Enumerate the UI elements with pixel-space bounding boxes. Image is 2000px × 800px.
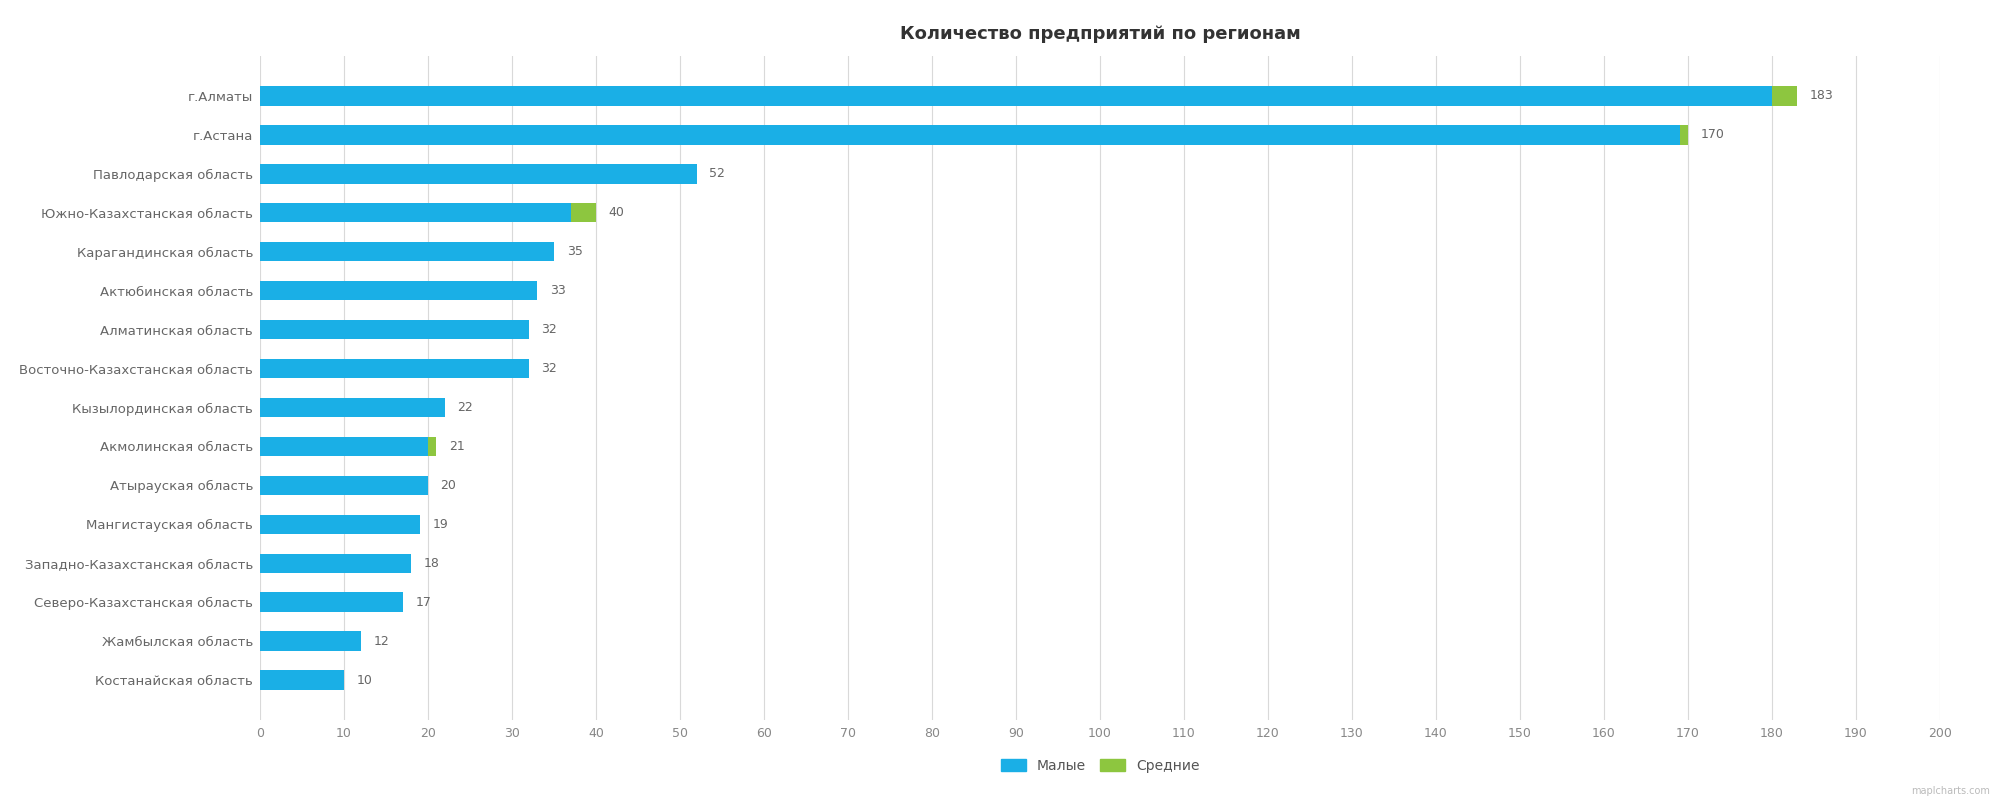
Title: Количество предприятий по регионам: Количество предприятий по регионам: [900, 26, 1300, 43]
Bar: [260, 164, 696, 183]
Bar: [260, 631, 360, 651]
Bar: [1680, 125, 1688, 145]
Bar: [260, 437, 428, 456]
Bar: [260, 554, 412, 573]
Text: 35: 35: [566, 245, 582, 258]
Text: 10: 10: [356, 674, 372, 686]
Text: 170: 170: [1700, 128, 1724, 142]
Bar: [260, 476, 428, 495]
Text: 12: 12: [374, 634, 390, 648]
Bar: [260, 320, 528, 339]
Bar: [260, 593, 402, 612]
Text: maplcharts.com: maplcharts.com: [1912, 786, 1990, 796]
Bar: [260, 670, 344, 690]
Text: 52: 52: [710, 167, 726, 180]
Bar: [260, 281, 538, 300]
Text: 19: 19: [432, 518, 448, 531]
Bar: [260, 125, 1680, 145]
Text: 22: 22: [458, 401, 474, 414]
Text: 20: 20: [440, 479, 456, 492]
Legend: Малые, Средние: Малые, Средние: [994, 751, 1206, 779]
Text: 40: 40: [608, 206, 624, 219]
Text: 32: 32: [542, 362, 558, 375]
Bar: [260, 86, 1772, 106]
Text: 21: 21: [448, 440, 464, 453]
Text: 33: 33: [550, 284, 566, 297]
Bar: [260, 242, 554, 262]
Text: 183: 183: [1810, 90, 1834, 102]
Bar: [260, 203, 570, 222]
Text: 17: 17: [416, 596, 432, 609]
Text: 18: 18: [424, 557, 440, 570]
Bar: [260, 358, 528, 378]
Bar: [1772, 86, 1798, 106]
Bar: [428, 437, 436, 456]
Bar: [260, 398, 444, 418]
Bar: [570, 203, 596, 222]
Bar: [260, 514, 420, 534]
Text: 32: 32: [542, 323, 558, 336]
